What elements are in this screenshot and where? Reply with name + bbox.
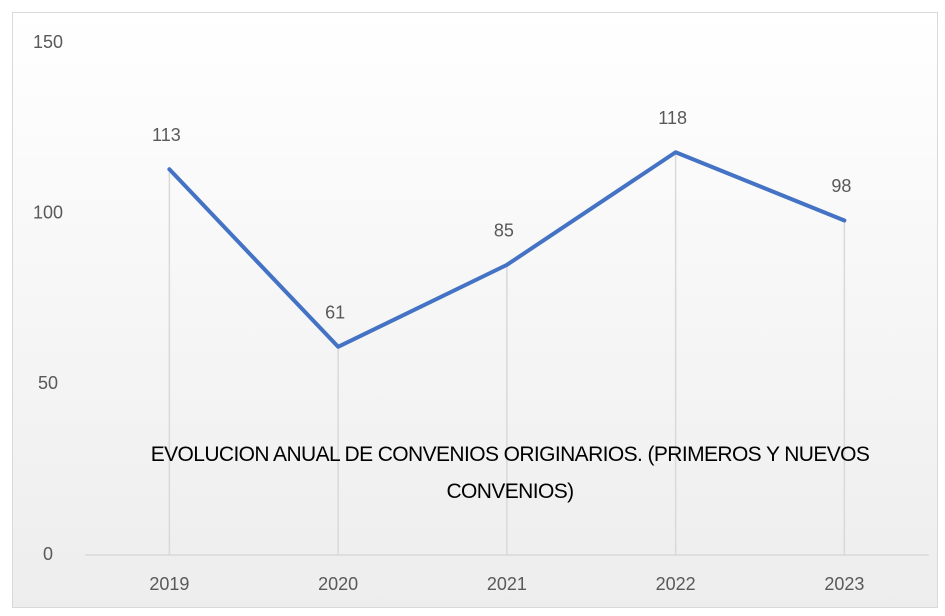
series-line (167, 150, 847, 349)
data-label: 113 (152, 125, 181, 145)
x-tick-label: 2023 (824, 574, 864, 594)
x-tick-label: 2019 (149, 574, 189, 594)
data-label: 98 (831, 176, 851, 196)
chart-title: EVOLUCION ANUAL DE CONVENIOS ORIGINARIOS… (150, 443, 870, 503)
chart-border (12, 12, 938, 608)
data-label: 118 (658, 108, 687, 128)
y-tick-label: 150 (33, 32, 63, 52)
x-tick-label: 2020 (318, 574, 358, 594)
y-tick-label: 0 (43, 544, 53, 564)
y-tick-label: 100 (33, 202, 63, 222)
data-label: 85 (494, 221, 514, 241)
y-tick-label: 50 (38, 373, 58, 393)
data-label: 61 (325, 303, 345, 323)
x-tick-label: 2021 (487, 574, 527, 594)
x-tick-label: 2022 (656, 574, 696, 594)
